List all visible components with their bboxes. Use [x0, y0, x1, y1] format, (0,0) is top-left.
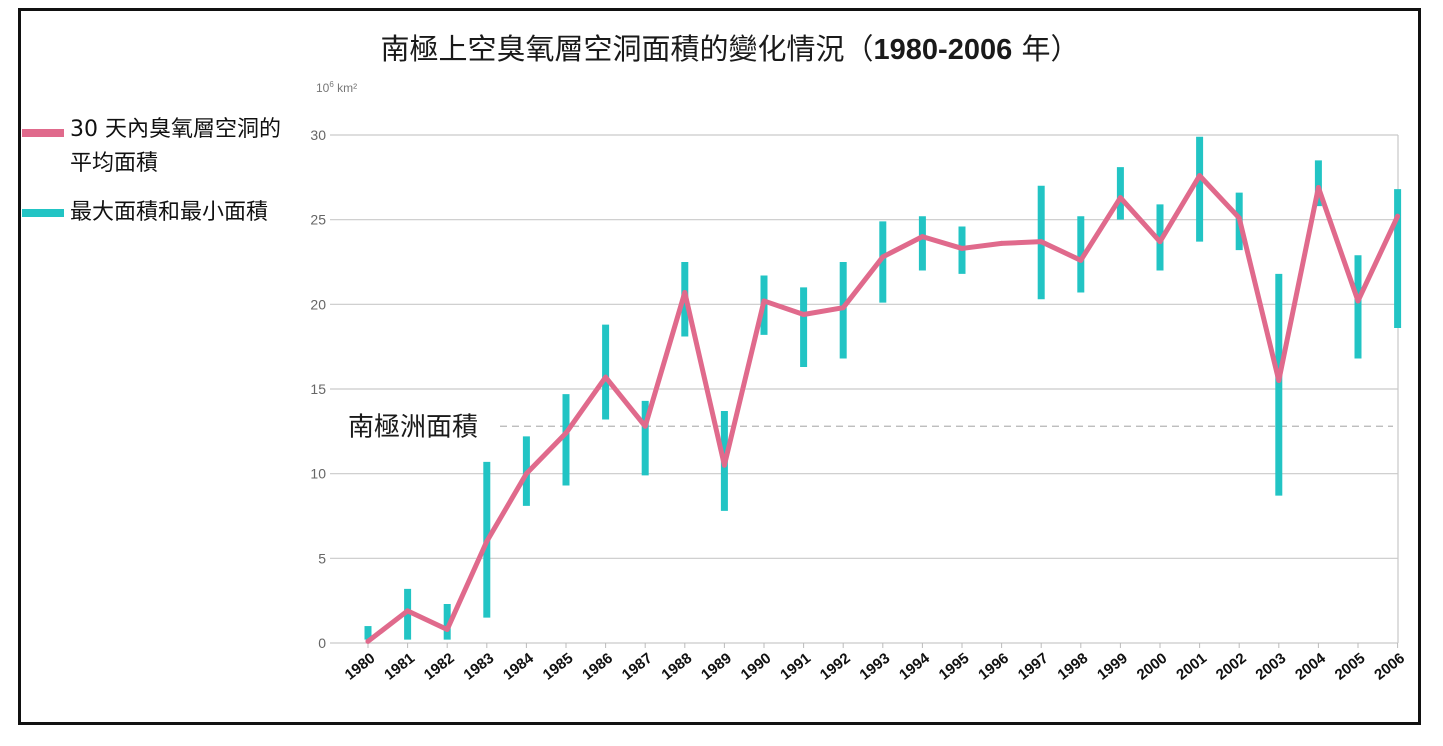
average-point — [405, 608, 411, 614]
x-tick-label: 1981 — [381, 650, 418, 684]
x-tick-label: 1989 — [698, 650, 735, 684]
average-point — [1038, 239, 1044, 245]
unit-base: 10 — [316, 81, 330, 95]
x-tick-label: 1991 — [777, 650, 814, 684]
x-tick-label: 1990 — [738, 650, 775, 684]
average-point — [682, 289, 688, 295]
x-tick-label: 1997 — [1015, 650, 1052, 684]
x-tick-label: 1999 — [1094, 650, 1131, 684]
y-axis-unit: 106 km² — [316, 80, 357, 95]
average-point — [1078, 257, 1084, 263]
y-tick-label: 20 — [310, 296, 326, 312]
y-tick-label: 30 — [310, 127, 326, 143]
chart-title: 南極上空臭氧層空洞面積的變化情況（1980-2006 年） — [320, 26, 1140, 68]
average-point — [484, 538, 490, 544]
average-point — [365, 638, 371, 644]
average-point — [761, 298, 767, 304]
average-point — [999, 240, 1005, 246]
x-tick-label: 2006 — [1371, 650, 1408, 684]
chart-title-years: 1980-2006 — [873, 34, 1013, 66]
legend-swatch-range — [22, 209, 64, 217]
x-tick-label: 1993 — [856, 650, 893, 684]
average-point — [880, 254, 886, 260]
average-point — [603, 374, 609, 380]
x-tick-label: 1986 — [579, 650, 616, 684]
x-tick-label: 1982 — [421, 650, 458, 684]
x-tick-label: 2003 — [1252, 650, 1289, 684]
unit-exponent: 6 — [329, 80, 334, 89]
y-tick-label: 0 — [318, 635, 326, 651]
average-point — [1355, 298, 1361, 304]
average-point — [1197, 173, 1203, 179]
average-point — [801, 311, 807, 317]
x-tick-label: 1988 — [658, 650, 695, 684]
chart-title-end: 年） — [1012, 32, 1080, 66]
x-tick-label: 1998 — [1054, 650, 1091, 684]
x-tick-label: 1984 — [500, 649, 537, 683]
legend-label-range: 最大面積和最小面積 — [70, 200, 269, 225]
average-point — [1276, 378, 1282, 384]
average-point — [919, 234, 925, 240]
y-tick-label: 10 — [310, 466, 326, 482]
y-tick-label: 5 — [318, 550, 326, 566]
chart-title-main: 南極上空臭氧層空洞面積的變化情況（ — [380, 32, 874, 66]
y-tick-label: 25 — [310, 212, 326, 228]
x-tick-label: 1992 — [817, 650, 854, 684]
y-tick-label: 15 — [310, 381, 326, 397]
average-point — [1315, 184, 1321, 190]
x-tick-label: 1980 — [342, 650, 379, 684]
x-tick-label: 1985 — [540, 650, 577, 684]
average-point — [959, 245, 965, 251]
reference-line-label: 南極洲面積 — [348, 412, 478, 442]
x-tick-label: 2001 — [1173, 650, 1210, 684]
average-point — [1395, 213, 1401, 219]
x-tick-label: 1987 — [619, 650, 656, 684]
x-tick-label: 2005 — [1332, 650, 1369, 684]
legend-swatch-average — [22, 129, 64, 137]
average-point — [1117, 195, 1123, 201]
x-tick-label: 1983 — [460, 650, 497, 684]
average-point — [721, 462, 727, 468]
average-point — [444, 626, 450, 632]
x-tick-label: 1996 — [975, 650, 1012, 684]
average-point — [563, 430, 569, 436]
legend-label-average: 30 天內臭氧層空洞的平均面積 — [70, 117, 281, 176]
average-point — [1157, 239, 1163, 245]
x-tick-label: 1995 — [936, 650, 973, 684]
average-point — [1236, 215, 1242, 221]
x-tick-label: 2000 — [1134, 650, 1171, 684]
average-point — [840, 305, 846, 311]
x-tick-label: 2002 — [1213, 650, 1250, 684]
average-point — [642, 423, 648, 429]
x-tick-label: 2004 — [1292, 649, 1329, 683]
x-tick-label: 1994 — [896, 649, 933, 683]
unit-rest: km² — [333, 81, 358, 95]
average-point — [523, 471, 529, 477]
figure-frame — [18, 8, 1421, 725]
